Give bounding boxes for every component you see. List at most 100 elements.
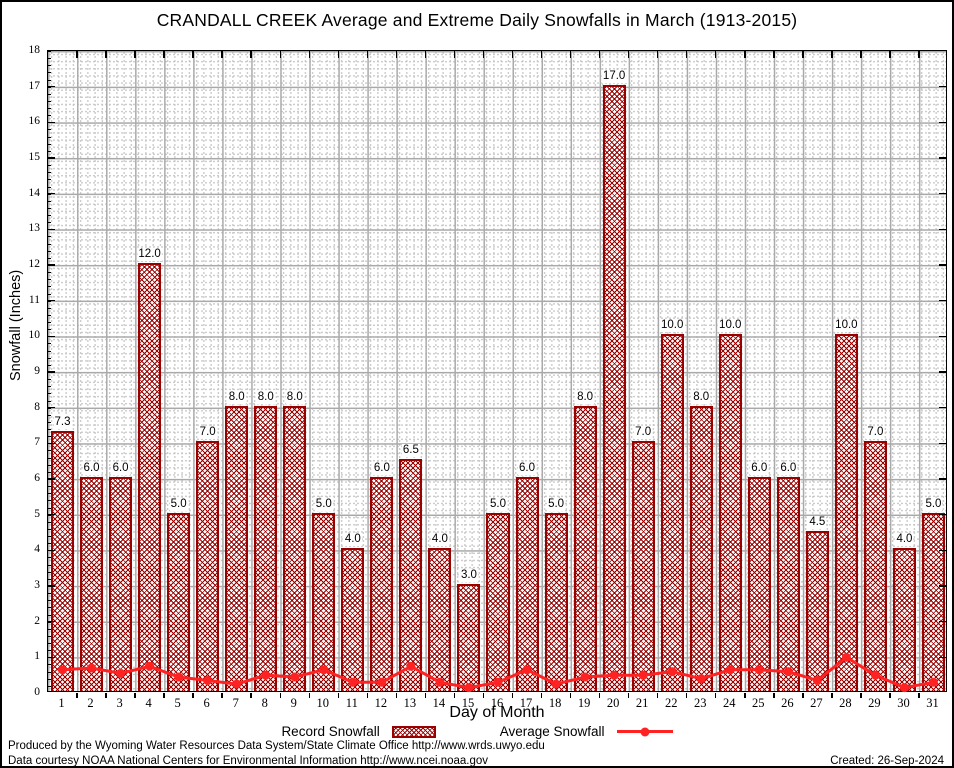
bar-value-label-day-5: 5.0	[169, 497, 188, 511]
x-boundary-tick	[831, 51, 833, 58]
x-tick-label-16: 16	[490, 696, 504, 710]
average-marker-day-14	[435, 677, 445, 687]
y-minor-tick	[48, 521, 51, 523]
y-minor-tick	[48, 129, 51, 131]
y-major-tick	[939, 335, 946, 338]
y-minor-tick	[48, 165, 51, 167]
x-boundary-tick	[918, 51, 920, 58]
y-tick-label-13: 13	[28, 222, 41, 235]
record-snowfall-bar-day-25	[747, 477, 771, 691]
y-minor-tick	[48, 593, 51, 595]
average-marker-day-30	[899, 683, 909, 693]
y-minor-tick	[48, 357, 51, 359]
y-minor-tick	[48, 479, 51, 480]
y-tick-label-16: 16	[28, 115, 41, 128]
bar-value-label-day-3: 6.0	[111, 462, 130, 475]
y-minor-tick	[48, 543, 51, 545]
x-tick-label-20: 20	[606, 696, 620, 710]
record-snowfall-bar-day-28	[834, 334, 858, 691]
x-tick-label-5: 5	[174, 696, 181, 710]
x-tick-label-4: 4	[145, 696, 152, 710]
average-marker-day-3	[116, 668, 126, 678]
average-marker-day-25	[754, 665, 764, 675]
x-tick-label-27: 27	[810, 696, 823, 710]
record-snowfall-bar-day-12	[370, 477, 394, 691]
y-minor-tick	[48, 500, 51, 502]
x-boundary-tick	[714, 692, 717, 698]
record-snowfall-swatch-icon	[391, 725, 436, 738]
record-snowfall-bar-day-16	[486, 512, 510, 691]
y-tick-label-10: 10	[28, 329, 41, 342]
bar-value-label-day-16: 5.0	[489, 497, 507, 511]
y-minor-tick	[48, 493, 51, 495]
x-tick-label-1: 1	[58, 696, 65, 710]
y-major-tick	[48, 442, 55, 445]
bar-value-label-day-6: 7.0	[198, 426, 217, 440]
average-marker-day-8	[261, 670, 271, 680]
y-minor-tick	[48, 486, 51, 488]
x-boundary-tick	[627, 692, 630, 698]
y-major-tick	[939, 371, 946, 373]
y-minor-tick	[48, 122, 51, 124]
x-boundary-tick	[163, 51, 165, 58]
x-boundary-tick	[773, 692, 775, 698]
y-tick-label-9: 9	[34, 365, 40, 377]
y-tick-label-18: 18	[28, 44, 41, 56]
y-minor-tick	[48, 671, 51, 673]
bar-value-label-day-19: 8.0	[576, 390, 595, 404]
x-boundary-tick	[134, 51, 136, 58]
x-boundary-tick	[424, 692, 427, 698]
x-boundary-tick	[598, 51, 601, 58]
x-tick-label-14: 14	[432, 696, 446, 710]
y-minor-tick	[48, 614, 51, 616]
y-minor-tick	[48, 414, 51, 416]
y-minor-tick	[48, 150, 51, 152]
x-boundary-tick	[802, 51, 804, 58]
y-minor-tick	[48, 86, 51, 88]
y-major-tick	[48, 228, 55, 231]
x-boundary-tick	[337, 51, 340, 58]
x-tick-label-2: 2	[87, 696, 94, 710]
x-boundary-tick	[279, 692, 281, 698]
record-snowfall-bar-day-29	[863, 441, 887, 691]
y-minor-tick	[48, 578, 51, 580]
average-marker-day-13	[406, 661, 416, 671]
x-tick-label-17: 17	[519, 696, 533, 710]
average-marker-day-23	[696, 674, 706, 684]
y-minor-tick	[48, 307, 51, 309]
y-major-tick	[48, 264, 55, 266]
legend-average-label: Average Snowfall	[499, 724, 605, 739]
footer-created-date: Created: 26-Sep-2024	[830, 755, 944, 767]
record-snowfall-bar-day-31	[921, 512, 945, 691]
y-tick-label-7: 7	[34, 436, 40, 449]
y-minor-tick	[48, 350, 51, 352]
x-boundary-tick	[453, 692, 456, 698]
record-snowfall-bar-day-8	[254, 405, 278, 691]
average-marker-day-21	[638, 670, 648, 680]
y-minor-tick	[48, 79, 51, 81]
bar-value-label-day-29: 7.0	[866, 426, 885, 440]
y-minor-tick	[48, 115, 51, 117]
x-tick-label-18: 18	[548, 696, 562, 710]
x-boundary-tick	[656, 51, 659, 58]
x-boundary-tick	[860, 51, 862, 58]
y-major-tick	[48, 371, 55, 373]
bar-value-label-day-18: 5.0	[547, 497, 566, 511]
x-boundary-tick	[831, 692, 833, 698]
y-minor-tick	[48, 72, 51, 74]
x-boundary-tick	[76, 51, 78, 58]
x-tick-label-26: 26	[781, 696, 794, 710]
x-boundary-tick	[279, 51, 281, 58]
y-minor-tick	[48, 100, 51, 102]
average-marker-day-31	[928, 677, 938, 687]
y-major-tick	[939, 656, 946, 659]
y-tick-label-15: 15	[28, 151, 41, 163]
y-minor-tick	[48, 58, 51, 60]
x-boundary-tick	[192, 51, 194, 58]
y-minor-tick	[48, 607, 51, 609]
y-tick-label-8: 8	[34, 400, 40, 413]
y-tick-label-6: 6	[34, 472, 40, 484]
record-snowfall-bar-day-21	[631, 441, 655, 691]
record-snowfall-bar-day-27	[805, 530, 829, 691]
